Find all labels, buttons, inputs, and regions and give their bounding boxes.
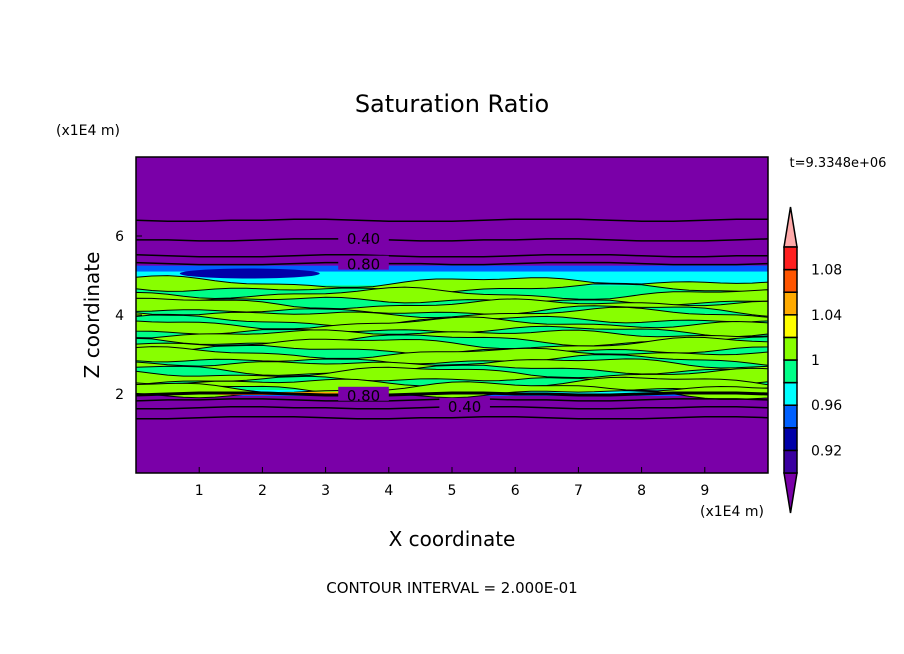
band-0.92-patch: [179, 268, 320, 279]
contour-label: 0.40: [448, 398, 481, 416]
y-unit-label: (x1E4 m): [56, 123, 120, 139]
contour-label-bg: [338, 386, 389, 401]
contour-line: [136, 415, 769, 420]
x-unit-label: (x1E4 m): [700, 504, 764, 520]
x-tick-label: 2: [258, 483, 267, 499]
y-tick-label: 2: [115, 387, 124, 403]
contour-interval-footer: CONTOUR INTERVAL = 2.000E-01: [326, 579, 577, 597]
time-label: t=9.3348e+06: [790, 156, 887, 171]
x-tick-label: 9: [700, 483, 709, 499]
x-tick-label: 8: [637, 483, 646, 499]
x-tick-label: 4: [384, 483, 393, 499]
contour-label: 0.40: [347, 230, 380, 248]
colorbar-segment: [783, 427, 798, 452]
colorbar-under-triangle: [783, 472, 798, 514]
colorbar-segment: [783, 404, 798, 429]
contour-line: [135, 391, 769, 397]
y-axis-label: Z coordinate: [80, 252, 104, 379]
contour-label: 0.80: [347, 256, 380, 274]
colorbar-tick-label: 0.92: [811, 443, 842, 459]
colorbar-segment: [783, 381, 798, 406]
colorbar-over-triangle: [783, 206, 798, 248]
contour-line: [136, 238, 769, 242]
colorbar-tick-label: 1.08: [811, 263, 842, 279]
colorbar-segment: [783, 449, 798, 474]
contour-line: [135, 218, 768, 222]
colorbar-segment: [783, 336, 798, 361]
colorbar-segment: [783, 314, 798, 339]
colorbar: 0.92 0.96 1 1.04 1.08: [783, 206, 842, 514]
contour-label-bg: [338, 255, 389, 270]
axes: 1 2 3 4 5 6 7 8 9 2 4 6: [115, 156, 769, 499]
colorbar-segment: [783, 246, 798, 271]
x-tick-label: 1: [195, 483, 204, 499]
x-tick-label: 3: [321, 483, 330, 499]
colorbar-segment: [783, 291, 798, 316]
x-tick-label: 5: [448, 483, 457, 499]
colorbar-segment: [783, 359, 798, 384]
chart-title: Saturation Ratio: [355, 90, 549, 118]
contour-label-bg: [338, 229, 389, 244]
contour-label-bg: [439, 397, 490, 412]
contour-line: [135, 254, 768, 258]
y-tick-label: 6: [115, 229, 124, 245]
contour-label: 0.80: [347, 387, 380, 405]
colorbar-segment: [783, 268, 798, 293]
colorbar-tick-label: 0.96: [811, 398, 842, 414]
x-tick-label: 7: [574, 483, 583, 499]
x-tick-label: 6: [511, 483, 520, 499]
colorbar-tick-label: 1: [811, 353, 820, 369]
contour-line: [135, 261, 769, 266]
colorbar-tick-label: 1.04: [811, 308, 842, 324]
x-axis-label: X coordinate: [389, 527, 516, 551]
plot-area: 0.40 0.80 0.80 0.40: [135, 157, 769, 473]
y-tick-label: 4: [115, 308, 124, 324]
